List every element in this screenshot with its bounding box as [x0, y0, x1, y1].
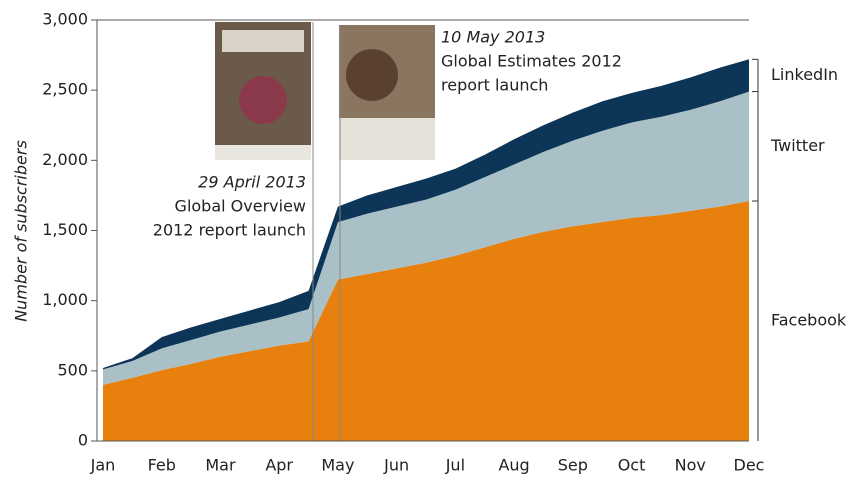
report-cover-footer — [339, 118, 435, 160]
x-tick-label: Nov — [675, 456, 706, 475]
annotation: report launch — [441, 76, 548, 95]
x-tick-label: May — [321, 456, 354, 475]
x-tick-label: Jun — [383, 456, 409, 475]
y-tick-label: 0 — [78, 431, 88, 450]
annotation: 29 April 2013 — [198, 173, 306, 192]
x-tick-label: Oct — [618, 456, 646, 475]
report-cover-photo — [239, 76, 287, 124]
annotation: Global Overview — [175, 197, 306, 216]
y-tick-label: 1,500 — [42, 220, 88, 239]
x-tick-label: Mar — [205, 456, 236, 475]
report-cover-band — [222, 30, 304, 52]
annotation: 10 May 2013 — [441, 28, 545, 47]
legend-label: Facebook — [771, 311, 847, 330]
y-tick-label: 2,500 — [42, 80, 88, 99]
legend-label: LinkedIn — [771, 65, 838, 84]
x-tick-label: Apr — [265, 456, 293, 475]
x-tick-label: Feb — [148, 456, 176, 475]
area — [103, 59, 749, 370]
areas — [103, 59, 749, 441]
report-cover-footer — [215, 145, 311, 160]
x-tick-label: Jul — [445, 456, 465, 475]
x-tick-label: Sep — [558, 456, 588, 475]
y-tick-label: 500 — [57, 360, 88, 379]
x-tick-label: Aug — [498, 456, 529, 475]
x-tick-label: Jan — [90, 456, 116, 475]
annotation: Global Estimates 2012 — [441, 52, 622, 71]
x-tick-label: Dec — [734, 456, 765, 475]
area — [103, 201, 749, 441]
y-tick-label: 2,000 — [42, 150, 88, 169]
report-cover-photo — [346, 49, 398, 101]
annotation: 2012 report launch — [153, 221, 306, 240]
y-axis-label: Number of subscribers — [12, 140, 31, 322]
y-tick-label: 3,000 — [42, 10, 88, 29]
area — [103, 91, 749, 385]
legend-label: Twitter — [770, 136, 825, 155]
y-tick-label: 1,000 — [42, 290, 88, 309]
